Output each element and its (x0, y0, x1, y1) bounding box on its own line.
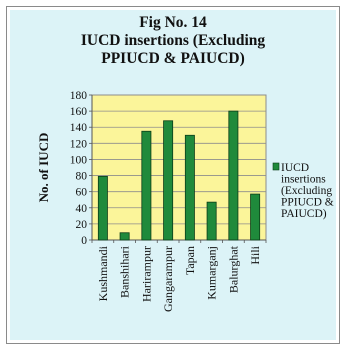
y-tick-label: 100 (70, 154, 88, 166)
legend-label-line: insertions (281, 174, 326, 186)
x-tick-label: Kumarganj (205, 246, 219, 300)
bar-gangarampur (163, 120, 174, 241)
y-tick-label: 80 (76, 171, 88, 183)
bar-banshihari (119, 232, 130, 241)
y-tick-label: 120 (70, 138, 88, 150)
chart-title-line-2: IUCD insertions (Excluding (80, 32, 266, 49)
x-tick-label: Gangarampur (161, 246, 175, 312)
x-tick-label: Kushmandi (96, 245, 110, 301)
bar-tapan (184, 134, 195, 241)
plot-area (91, 94, 267, 241)
x-tick-label: Hili (248, 245, 262, 264)
legend-swatch (272, 162, 280, 171)
y-tick-label: 20 (76, 219, 88, 231)
legend-label-line: PAIUCD) (281, 208, 327, 220)
chart-title-line-3: PPIUCD & PAIUCD) (101, 50, 245, 67)
y-tick-label: 40 (76, 203, 88, 215)
bar-kumarganj (206, 201, 217, 241)
y-tick-label: 160 (70, 106, 88, 118)
x-tick-label: Balurghat (226, 245, 240, 293)
legend-label-line: (Excluding (281, 185, 332, 197)
x-tick-label: Harirampur (139, 246, 153, 302)
bar-chart: 0 20 40 60 80 100 120 140 160 180 No. of IUCD Kushm… (36, 90, 334, 312)
chart-title: Fig No. 14 IUCD insertions (Excluding PP… (10, 14, 336, 68)
x-tick-label: Banshihari (118, 245, 132, 298)
bar-kushmandi (97, 175, 108, 241)
y-tick-label: 0 (81, 235, 87, 247)
y-tick-label: 140 (70, 122, 88, 134)
legend-label-line: PPIUCD & (281, 197, 334, 209)
x-tick-label: Tapan (183, 246, 197, 275)
legend-label-line: IUCD (281, 162, 309, 174)
chart-figure: Fig No. 14 IUCD insertions (Excluding PP… (6, 6, 340, 344)
bar-balurghat (228, 110, 239, 241)
chart-area: Fig No. 14 IUCD insertions (Excluding PP… (10, 10, 336, 340)
y-tick-label: 60 (76, 187, 88, 199)
y-axis-label: No. of IUCD (36, 133, 51, 203)
y-tick-label: 180 (70, 90, 88, 102)
chart-title-line-1: Fig No. 14 (139, 14, 207, 31)
bar-hili (250, 193, 261, 241)
bar-harirampur (141, 130, 152, 241)
